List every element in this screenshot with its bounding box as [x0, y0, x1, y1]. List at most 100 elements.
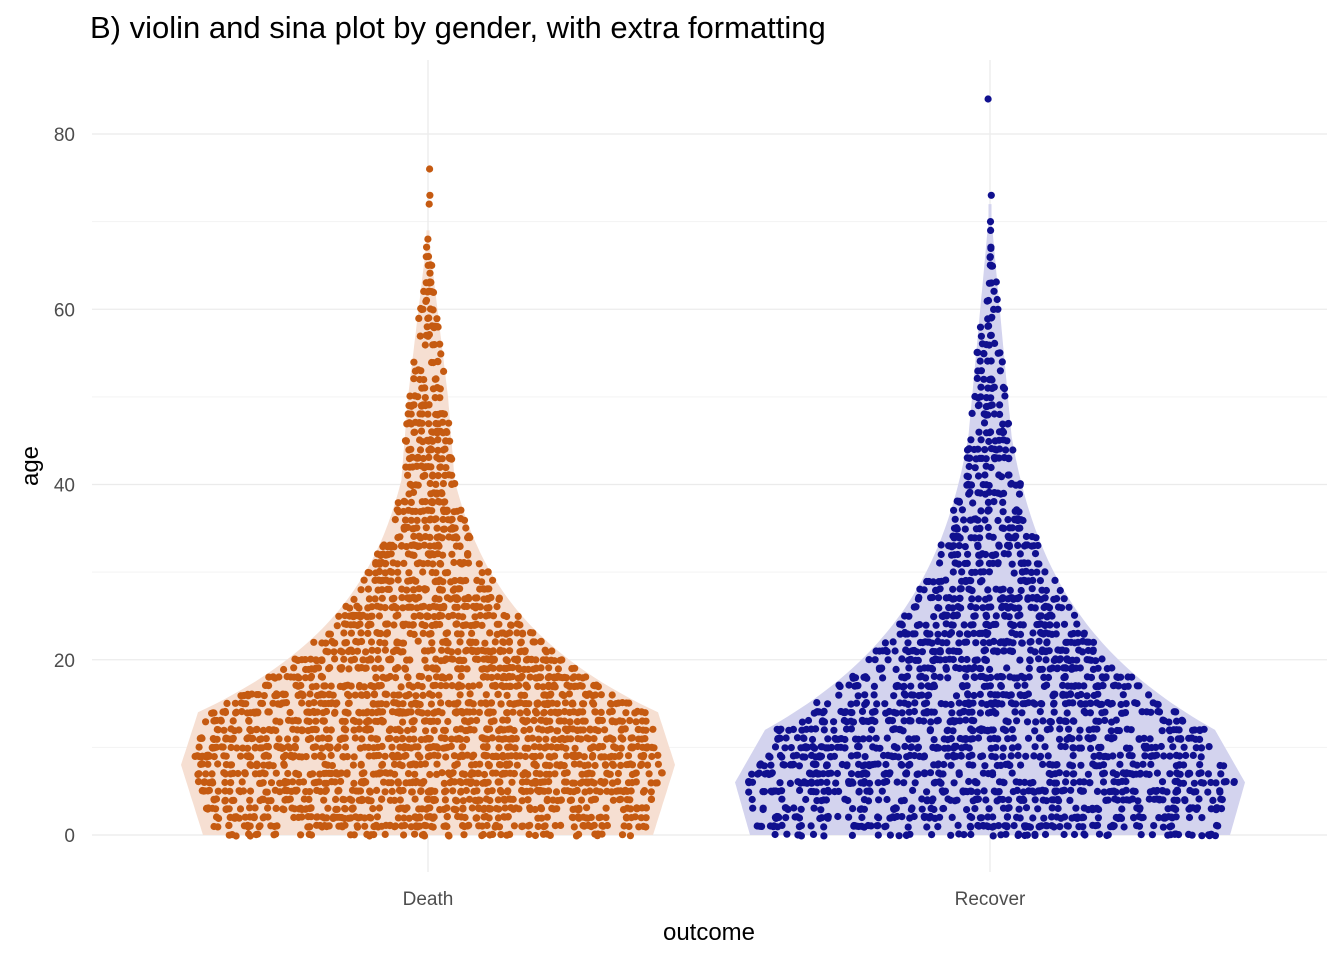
data-point	[808, 735, 817, 744]
data-point	[1028, 533, 1036, 541]
data-point	[1141, 752, 1149, 760]
data-point	[499, 647, 507, 655]
data-point	[419, 629, 427, 638]
data-point	[1179, 717, 1187, 725]
data-point	[317, 672, 325, 681]
data-point	[444, 569, 452, 577]
data-point	[919, 753, 927, 761]
data-point	[592, 787, 600, 795]
data-point	[439, 429, 447, 437]
outlier-point	[984, 95, 992, 103]
data-point	[937, 541, 945, 549]
data-point	[444, 717, 452, 726]
data-point	[781, 744, 789, 752]
data-point	[1041, 621, 1049, 629]
data-point	[433, 410, 441, 419]
data-point	[458, 770, 466, 778]
data-point	[1045, 760, 1054, 769]
data-point	[424, 410, 432, 418]
data-point	[495, 594, 503, 602]
data-point	[1008, 560, 1016, 568]
data-point	[1013, 682, 1022, 690]
data-point	[385, 726, 393, 735]
data-point	[1104, 831, 1112, 839]
data-point	[918, 691, 926, 699]
data-point	[837, 707, 845, 716]
data-point	[381, 788, 389, 796]
data-point	[1044, 752, 1052, 760]
data-point	[1037, 700, 1045, 708]
data-point	[307, 804, 315, 812]
data-point	[1057, 814, 1065, 822]
data-point	[835, 681, 843, 689]
data-point	[1075, 734, 1083, 742]
data-point	[560, 717, 569, 725]
data-point	[571, 664, 579, 672]
data-point	[438, 769, 446, 777]
data-point	[970, 629, 978, 638]
data-point	[267, 822, 275, 830]
data-point	[1063, 709, 1071, 717]
data-point	[412, 699, 420, 708]
outlier-point	[984, 296, 993, 305]
data-point	[464, 550, 472, 558]
data-point	[1094, 664, 1102, 672]
data-point	[653, 779, 661, 787]
data-point	[631, 709, 639, 717]
data-point	[530, 743, 539, 751]
data-point	[331, 655, 339, 663]
data-point	[961, 699, 969, 708]
data-point	[1011, 708, 1019, 716]
data-point	[459, 805, 467, 813]
data-point	[970, 663, 979, 672]
data-point	[534, 682, 542, 691]
data-point	[306, 788, 314, 796]
data-point	[776, 726, 784, 734]
data-point	[353, 602, 361, 610]
data-point	[1003, 437, 1011, 445]
data-point	[1157, 742, 1165, 751]
data-point	[530, 716, 538, 725]
data-point	[818, 718, 826, 726]
data-point	[1079, 787, 1087, 795]
data-point	[612, 718, 620, 726]
data-point	[553, 761, 561, 769]
data-point	[1054, 795, 1062, 803]
data-point	[1007, 620, 1015, 628]
data-point	[1056, 586, 1064, 595]
data-point	[996, 410, 1004, 418]
data-point	[219, 708, 227, 716]
data-point	[996, 445, 1004, 453]
data-point	[627, 814, 636, 822]
data-point	[388, 751, 396, 760]
data-point	[748, 778, 757, 786]
data-point	[1150, 752, 1158, 760]
data-point	[1015, 593, 1023, 602]
data-point	[947, 761, 955, 769]
data-point	[901, 691, 910, 699]
data-point	[566, 787, 574, 796]
data-point	[1096, 700, 1104, 709]
data-point	[1046, 611, 1054, 619]
data-point	[997, 672, 1005, 681]
data-point	[521, 752, 530, 761]
data-point	[479, 743, 488, 751]
data-point	[420, 778, 428, 786]
data-point	[459, 613, 467, 621]
data-point	[990, 489, 999, 497]
data-point	[222, 805, 230, 813]
data-point	[421, 821, 429, 829]
data-point	[492, 821, 500, 829]
data-point	[436, 394, 444, 402]
data-point	[246, 787, 255, 795]
data-point	[399, 604, 407, 612]
data-point	[314, 735, 322, 743]
data-point	[377, 664, 385, 672]
data-point	[950, 779, 958, 787]
data-point	[468, 629, 476, 638]
data-point	[385, 656, 394, 664]
data-point	[399, 718, 407, 726]
data-point	[1031, 796, 1039, 804]
data-point	[940, 760, 948, 769]
data-point	[457, 752, 465, 760]
